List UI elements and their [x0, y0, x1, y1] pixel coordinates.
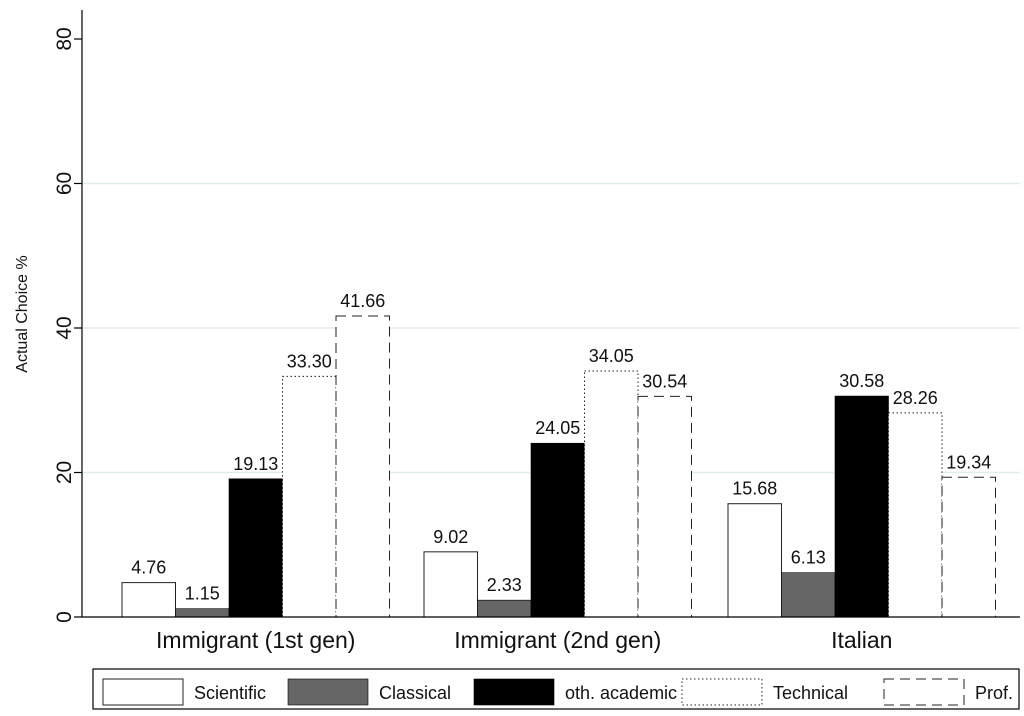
- bar: [530, 442, 585, 618]
- bar-value-label: 9.02: [433, 527, 468, 547]
- bar: [584, 370, 639, 618]
- bar-value-label: 24.05: [535, 418, 580, 438]
- bar-value-label: 2.33: [487, 575, 522, 595]
- x-axis-category-labels: Immigrant (1st gen) Immigrant (2nd gen) It…: [156, 627, 892, 653]
- legend-label: Scientific: [194, 683, 266, 703]
- bar: [834, 395, 889, 618]
- legend-label: oth. academic: [565, 683, 677, 703]
- bar-value-label: 6.13: [791, 548, 826, 568]
- legend-swatch: [102, 678, 184, 706]
- y-tick-label: 20: [53, 461, 76, 484]
- bar-value-label: 33.30: [287, 351, 332, 371]
- legend-swatch: [287, 678, 369, 706]
- bar-value-label: 19.34: [946, 452, 991, 472]
- x-category-label: Immigrant (1st gen): [156, 627, 355, 653]
- bar-value-label: 4.76: [131, 558, 166, 578]
- bar: [888, 412, 943, 618]
- y-tick-label: 40: [53, 316, 76, 339]
- y-tick-label: 80: [53, 27, 76, 50]
- bar-value-label: 34.05: [589, 346, 634, 366]
- bar-value-label: 28.26: [893, 388, 938, 408]
- bar: [477, 599, 532, 618]
- legend-swatch: [473, 678, 555, 706]
- legend-label: Technical: [773, 683, 848, 703]
- bar: [941, 476, 996, 618]
- bar: [781, 572, 836, 618]
- x-category-label: Immigrant (2nd gen): [454, 627, 661, 653]
- legend-box: [92, 668, 1020, 710]
- bar: [423, 551, 478, 618]
- bar-value-label: 15.68: [732, 479, 777, 499]
- bar-value-label: 1.15: [185, 584, 220, 604]
- bar: [228, 478, 283, 618]
- bar-value-label: 19.13: [233, 454, 278, 474]
- bar: [335, 315, 390, 618]
- legend: Scientific Classical oth. academic Technica…: [92, 668, 1020, 710]
- legend-label: Classical: [379, 683, 451, 703]
- bar: [637, 395, 692, 618]
- y-axis-title: Actual Choice %: [14, 255, 31, 372]
- y-axis-ticks: 0 20 40 60 80: [53, 27, 82, 623]
- bar: [282, 375, 337, 618]
- bar: [175, 608, 230, 618]
- legend-swatch: [883, 678, 965, 706]
- bar-value-label: 30.54: [642, 371, 687, 391]
- legend-label: Prof.: [975, 683, 1013, 703]
- bars: [121, 315, 996, 618]
- axes: [81, 10, 1020, 618]
- y-tick-label: 60: [53, 172, 76, 195]
- bar-value-label: 30.58: [839, 371, 884, 391]
- bar-value-labels: 4.76 9.02 15.68 1.15 2.33 6.13 19.13 24.05 30.58…: [131, 291, 991, 604]
- bar: [727, 503, 782, 618]
- y-tick-label: 0: [53, 611, 76, 623]
- bar-value-label: 41.66: [340, 291, 385, 311]
- bar: [121, 582, 176, 618]
- x-category-label: Italian: [831, 627, 892, 653]
- legend-swatch: [681, 678, 763, 706]
